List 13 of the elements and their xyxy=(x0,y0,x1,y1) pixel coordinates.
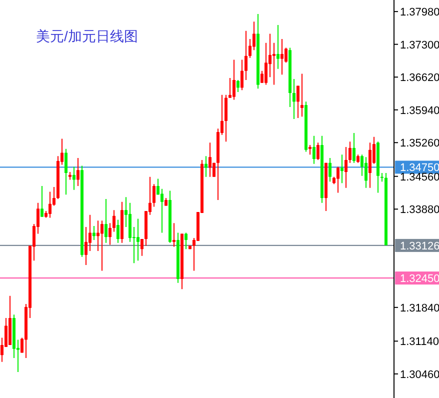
y-tick-label: 1.33880 xyxy=(400,204,439,216)
y-tick-label: 1.31140 xyxy=(400,336,439,348)
y-tick-label: 1.36620 xyxy=(400,72,439,84)
y-tick-label: 1.35260 xyxy=(400,138,439,150)
y-tick-label: 1.35940 xyxy=(400,104,439,117)
text: 美元/加元日线图 xyxy=(36,28,138,44)
ref-line-label: 1.32450 xyxy=(400,273,439,286)
y-tick-label: 1.37980 xyxy=(400,6,439,19)
ref-line-label: 1.33126 xyxy=(400,240,439,252)
y-tick-label: 1.31840 xyxy=(400,302,439,314)
y-tick-label: 1.34560 xyxy=(400,171,439,184)
y-tick-label: 1.30460 xyxy=(400,368,439,381)
y-tick-label: 1.37300 xyxy=(400,39,439,52)
